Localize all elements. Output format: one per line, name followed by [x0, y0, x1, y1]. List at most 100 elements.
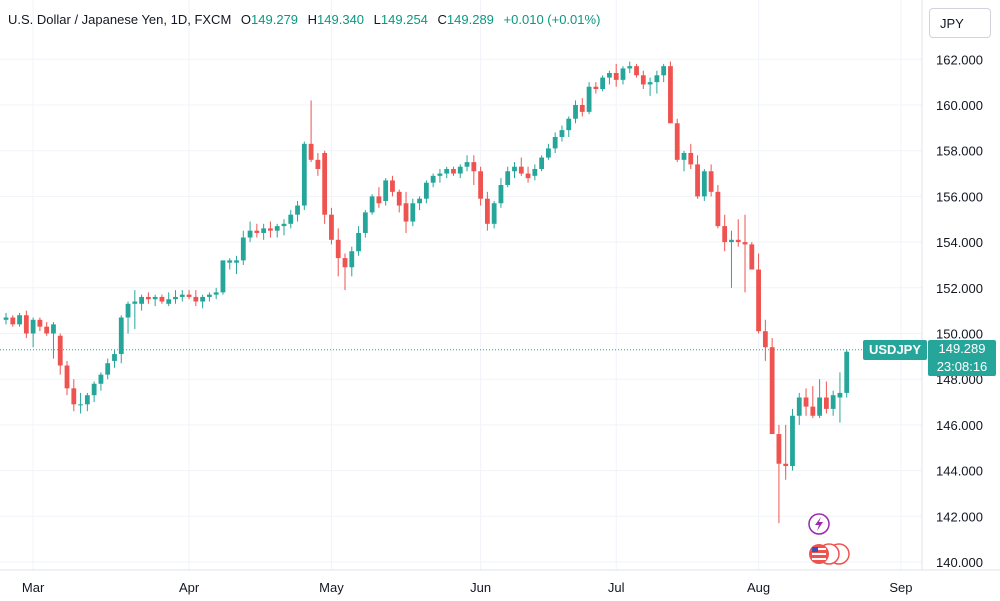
candle[interactable]: [288, 210, 294, 229]
candle[interactable]: [830, 390, 836, 416]
candle[interactable]: [403, 191, 409, 233]
candle[interactable]: [783, 424, 789, 480]
candle[interactable]: [322, 150, 328, 224]
candle[interactable]: [674, 118, 680, 163]
candle[interactable]: [227, 258, 233, 270]
candle[interactable]: [498, 178, 504, 208]
us-flag-icon[interactable]: [809, 543, 850, 565]
candle[interactable]: [51, 322, 56, 359]
candle[interactable]: [98, 372, 104, 391]
candle[interactable]: [301, 141, 307, 211]
candle[interactable]: [105, 358, 111, 380]
candle[interactable]: [44, 322, 50, 336]
candle[interactable]: [159, 294, 165, 304]
candle[interactable]: [132, 290, 138, 329]
candle[interactable]: [3, 312, 9, 325]
candle[interactable]: [532, 164, 538, 181]
candle[interactable]: [600, 75, 606, 92]
candle[interactable]: [661, 63, 667, 83]
candle[interactable]: [329, 207, 334, 245]
candle[interactable]: [776, 424, 782, 524]
candle[interactable]: [315, 152, 321, 176]
currency-button[interactable]: JPY: [929, 8, 991, 38]
candle[interactable]: [634, 63, 639, 78]
candle[interactable]: [654, 70, 660, 94]
candle[interactable]: [356, 226, 361, 256]
candle[interactable]: [112, 349, 117, 368]
candle[interactable]: [729, 230, 734, 288]
candle[interactable]: [613, 63, 619, 87]
candle[interactable]: [769, 338, 775, 435]
candle[interactable]: [668, 61, 673, 124]
candle[interactable]: [762, 319, 768, 361]
candle[interactable]: [390, 175, 395, 197]
candle[interactable]: [166, 292, 172, 307]
candle[interactable]: [844, 349, 850, 398]
candle[interactable]: [64, 360, 70, 396]
candle[interactable]: [17, 312, 22, 327]
candle[interactable]: [437, 168, 443, 183]
candle[interactable]: [803, 388, 809, 416]
candle[interactable]: [552, 132, 558, 153]
candle[interactable]: [749, 242, 755, 270]
candle[interactable]: [701, 168, 707, 201]
candle[interactable]: [274, 223, 280, 238]
candle[interactable]: [234, 255, 239, 275]
candle[interactable]: [430, 173, 436, 188]
candle[interactable]: [546, 143, 551, 160]
candle[interactable]: [478, 166, 483, 206]
candle[interactable]: [396, 189, 402, 213]
candle[interactable]: [810, 386, 816, 419]
candle[interactable]: [145, 292, 151, 304]
candle[interactable]: [342, 253, 348, 291]
candle[interactable]: [423, 180, 429, 204]
candle[interactable]: [735, 219, 741, 247]
candle[interactable]: [173, 290, 178, 304]
candle[interactable]: [410, 198, 416, 227]
candle[interactable]: [220, 260, 226, 295]
candle[interactable]: [335, 228, 341, 277]
candle[interactable]: [444, 166, 450, 179]
candle[interactable]: [383, 178, 389, 206]
candle[interactable]: [268, 221, 273, 238]
candle[interactable]: [369, 194, 375, 215]
candle[interactable]: [376, 187, 382, 208]
candle[interactable]: [640, 70, 646, 90]
candle[interactable]: [91, 381, 97, 403]
candle[interactable]: [525, 166, 531, 183]
candle[interactable]: [566, 116, 572, 137]
candle[interactable]: [559, 125, 565, 142]
candle[interactable]: [261, 223, 267, 240]
candle[interactable]: [84, 392, 90, 412]
candle[interactable]: [708, 164, 714, 197]
candle[interactable]: [10, 315, 16, 327]
candle[interactable]: [620, 66, 626, 85]
candle[interactable]: [139, 294, 144, 311]
candle[interactable]: [179, 290, 185, 302]
candle[interactable]: [37, 317, 43, 332]
candle[interactable]: [57, 333, 63, 375]
candle[interactable]: [505, 166, 511, 188]
candle[interactable]: [790, 408, 795, 471]
candle[interactable]: [627, 61, 633, 74]
candle[interactable]: [362, 210, 368, 238]
candle[interactable]: [118, 315, 124, 364]
candle[interactable]: [349, 246, 355, 277]
candle[interactable]: [823, 381, 829, 414]
event-markers[interactable]: [808, 513, 850, 565]
candle[interactable]: [586, 82, 592, 115]
candle[interactable]: [518, 157, 524, 176]
candle[interactable]: [186, 290, 192, 300]
candle[interactable]: [254, 223, 260, 238]
candle[interactable]: [742, 214, 748, 293]
candle[interactable]: [688, 143, 694, 169]
candle[interactable]: [200, 294, 206, 309]
candle[interactable]: [573, 100, 578, 124]
candle[interactable]: [837, 372, 843, 423]
candle[interactable]: [247, 221, 253, 243]
candle[interactable]: [756, 253, 761, 334]
candle[interactable]: [715, 184, 721, 229]
candle[interactable]: [647, 77, 653, 96]
candle[interactable]: [491, 200, 497, 229]
